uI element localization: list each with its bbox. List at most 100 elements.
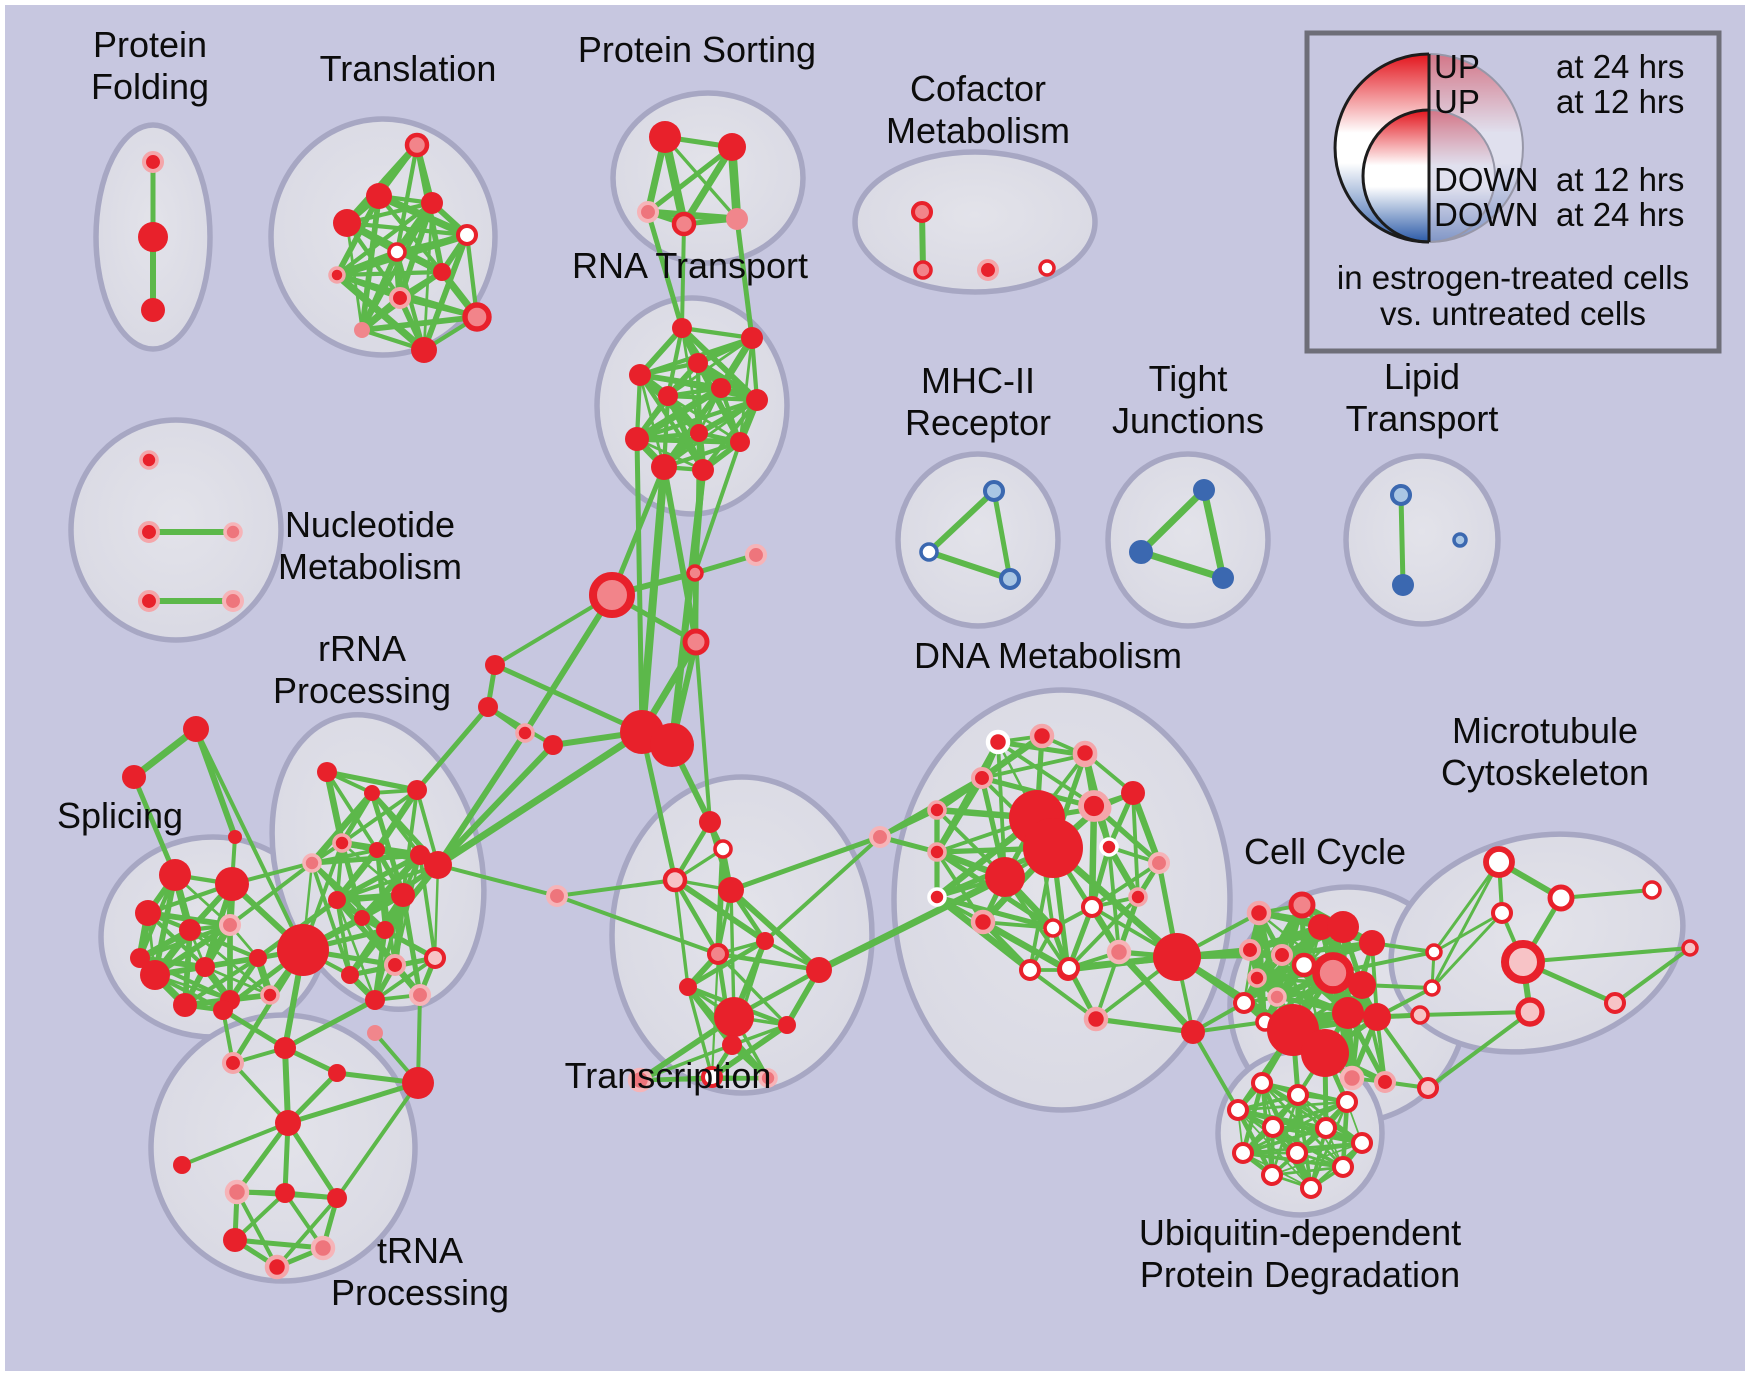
- edge-translation: [334, 249, 400, 278]
- edge-rrna_processing: [433, 863, 440, 960]
- gene-node-ubiquitin_degradation: [1250, 1071, 1274, 1095]
- edge-splicing_outer: [193, 726, 238, 840]
- gene-node-microtubule_cytoskeleton: [1515, 997, 1545, 1027]
- gene-node-trna_processing: [221, 1051, 245, 1075]
- edge-rrna_processing: [400, 892, 423, 998]
- legend-inner-left-outline: [1361, 108, 1430, 244]
- gene-node-tight_junctions: [1129, 540, 1153, 564]
- edge-lipid_transport: [1398, 492, 1406, 588]
- edge-trna_processing: [285, 1120, 340, 1201]
- edge-splicing: [152, 922, 233, 978]
- cluster-label-line: Cytoskeleton: [1441, 752, 1649, 793]
- cluster-label-splicing: Splicing: [57, 795, 183, 836]
- gene-node-rrna_processing: [423, 946, 447, 970]
- gene-node-cell_cycle_west: [1099, 837, 1119, 857]
- gene-node-ubiquitin_degradation: [1286, 1083, 1310, 1107]
- gene-node-cell_cycle: [1339, 1065, 1365, 1091]
- cluster-label-line: Splicing: [57, 795, 183, 836]
- edge-translation: [344, 220, 470, 238]
- cluster-label-mhc_ii_receptor: MHC-II Receptor: [905, 360, 1051, 443]
- edge-backbone: [522, 592, 615, 736]
- gene-node-cofactor_metabolism: [910, 200, 934, 224]
- edge-microtubule_cytoskeleton: [1432, 860, 1501, 954]
- gene-node-cell_cycle_west: [1083, 1006, 1109, 1032]
- edge-splicing_outer: [130, 725, 200, 781]
- gene-node-rrna_processing: [364, 785, 380, 801]
- edge-rrna_processing: [340, 788, 419, 845]
- gene-node-cell_cycle: [1270, 943, 1294, 967]
- edge-rna_transport: [665, 393, 760, 403]
- gene-node-transcription: [722, 1035, 742, 1055]
- gene-node-translation: [366, 183, 392, 209]
- edge-cell_cycle_west: [1093, 1016, 1196, 1035]
- gene-node-microtubule_cytoskeleton: [1483, 846, 1515, 878]
- edge-microtubule_cytoskeleton: [1559, 888, 1654, 900]
- cluster-ellipse-trna_processing: [148, 1012, 418, 1284]
- cluster-label-ubiquitin_degradation: Ubiquitin-dependent Protein Degradation: [1139, 1212, 1461, 1295]
- edge-rrna_processing: [373, 893, 405, 1002]
- gene-node-translation: [462, 302, 492, 332]
- edge-tight_junctions: [1137, 548, 1227, 582]
- gene-node-translation: [411, 337, 437, 363]
- gene-node-lipid_transport: [1389, 483, 1413, 507]
- edge-cell_cycle_west: [1115, 948, 1197, 1036]
- edge-rrna_processing: [308, 789, 376, 867]
- gene-node-backbone: [650, 723, 694, 767]
- cluster-label-tight_junctions: Tight Junctions: [1112, 358, 1264, 441]
- gene-node-dna_metabolism: [970, 909, 996, 935]
- edge-tight_junctions: [1200, 486, 1227, 582]
- edge-splicing: [203, 965, 272, 997]
- inter-cluster-edge: [680, 222, 686, 330]
- gene-node-transcription: [627, 1067, 653, 1093]
- edge-transcription: [709, 1022, 790, 1080]
- gene-node-cell_cycle: [1308, 914, 1334, 940]
- cluster-label-nucleotide_metabolism: Nucleotide Metabolism: [278, 504, 462, 587]
- gene-node-trna_processing: [213, 1000, 233, 1020]
- edge-ubiquitin_degradation: [1270, 1165, 1345, 1177]
- gene-node-transcription: [806, 957, 832, 983]
- gene-node-ubiquitin_degradation: [1261, 1115, 1285, 1139]
- gene-node-microtubule_cytoskeleton: [1423, 979, 1441, 997]
- cluster-label-line: Transport: [1346, 398, 1499, 439]
- gene-node-splicing: [195, 957, 215, 977]
- gene-node-rna_transport: [730, 432, 750, 452]
- legend-footer-line: vs. untreated cells: [1380, 295, 1646, 332]
- gene-node-cell_cycle: [1232, 991, 1256, 1015]
- cluster-label-dna_metabolism: DNA Metabolism: [914, 635, 1182, 676]
- gene-node-rrna_processing: [354, 910, 370, 926]
- cluster-label-line: Processing: [331, 1272, 509, 1313]
- edge-trna_processing: [232, 1237, 326, 1251]
- gene-node-splicing: [218, 913, 242, 937]
- gene-node-ubiquitin_degradation: [1331, 1155, 1355, 1179]
- edge-microtubule_cytoskeleton: [1430, 911, 1504, 990]
- gene-node-mhc_ii_receptor: [998, 567, 1022, 591]
- cluster-label-line: Folding: [91, 66, 209, 107]
- gene-node-trna_processing: [274, 1037, 296, 1059]
- gene-node-trna_processing: [402, 1067, 434, 1099]
- cluster-label-rna_transport: RNA Transport: [572, 245, 808, 286]
- gene-node-splicing: [179, 919, 201, 941]
- gene-node-splicing_outer: [228, 830, 242, 844]
- gene-node-dna_metabolism: [1023, 818, 1083, 878]
- gene-node-rrna_processing: [328, 891, 346, 909]
- legend-direction-label: DOWN: [1434, 161, 1538, 198]
- gene-node-backbone: [478, 697, 498, 717]
- edge-protein_sorting: [663, 135, 739, 221]
- cluster-label-protein_folding: Protein Folding: [91, 24, 209, 107]
- cluster-ellipse-protein_sorting: [610, 90, 806, 266]
- gene-node-dna_metabolism: [1018, 958, 1042, 982]
- edge-trna_processing: [180, 1121, 290, 1167]
- gene-node-ubiquitin_degradation: [1226, 1098, 1250, 1122]
- gene-node-splicing: [249, 949, 267, 967]
- inter-cluster-edge: [661, 464, 699, 645]
- gene-node-microtubule_cytoskeleton: [1501, 940, 1545, 984]
- gene-node-rrna_processing: [302, 853, 322, 873]
- edge-rrna_processing: [373, 786, 421, 854]
- gene-node-dna_metabolism: [985, 857, 1025, 897]
- edge-mhc_ii_receptor: [926, 549, 1013, 582]
- gene-node-translation: [354, 322, 370, 338]
- gene-node-lipid_transport: [1392, 574, 1414, 596]
- edge-ubiquitin_degradation: [1241, 1126, 1328, 1155]
- gene-node-backbone: [545, 884, 569, 908]
- gene-node-dna_metabolism: [1029, 723, 1055, 749]
